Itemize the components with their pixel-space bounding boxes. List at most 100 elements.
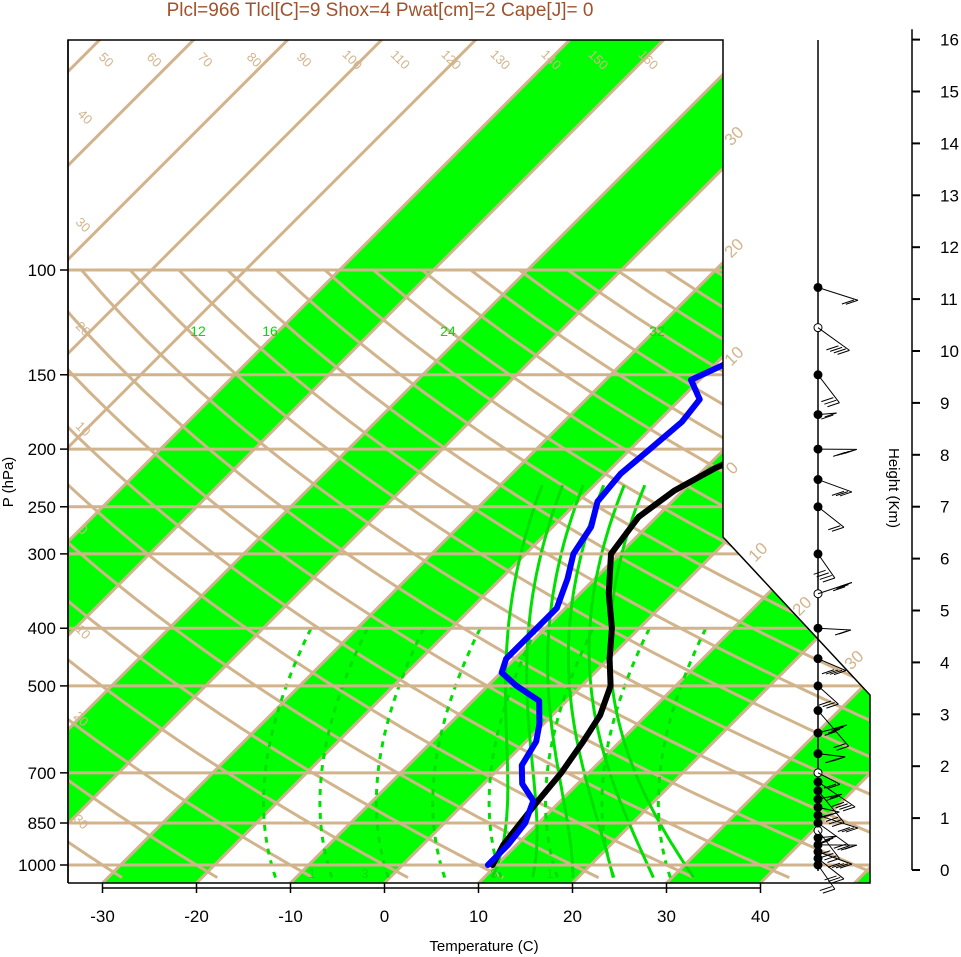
- wind-barb-feather: [831, 822, 845, 827]
- dry-adiabat: [68, 269, 314, 879]
- wind-barb-feather: [827, 862, 841, 868]
- isotherm-line: [68, 40, 252, 883]
- wind-barb-feather: [831, 801, 845, 807]
- wind-barb-feather: [829, 793, 842, 799]
- wind-barb-feather: [822, 577, 836, 583]
- wind-barb-feather: [813, 569, 826, 575]
- moist-adiabat: [546, 484, 585, 878]
- wind-barb-feather: [827, 728, 841, 734]
- wind-barb: [817, 287, 859, 301]
- wind-barb-feather: [825, 758, 838, 764]
- isotherm-label: 60: [144, 49, 165, 70]
- wind-barb-feather: [835, 491, 849, 497]
- wind-barb-feather: [845, 299, 859, 305]
- wind-barb-feather: [824, 835, 837, 841]
- wind-barb-feather: [832, 586, 846, 592]
- wind-barb-feather: [824, 875, 837, 881]
- mixing-ratio-label: 1: [546, 866, 553, 881]
- mixing-ratio-label: 24: [440, 323, 456, 339]
- wind-barb-feather: [819, 574, 832, 580]
- wind-barb-feather: [829, 669, 843, 675]
- wind-barb-feather: [842, 806, 856, 812]
- isotherm-label: 20: [721, 235, 748, 262]
- y-tick-label: 200: [28, 440, 56, 459]
- isotherm-line: [477, 40, 870, 883]
- height-tick-label: 7: [940, 498, 949, 517]
- wind-barb-feather: [827, 402, 840, 408]
- wind-barb-feather: [821, 837, 834, 843]
- isotherm-label: 10: [721, 343, 748, 370]
- wind-barb: [817, 790, 845, 823]
- y-tick-label: 250: [28, 498, 56, 517]
- dry-adiabat: [68, 269, 695, 879]
- wind-barb: [817, 835, 837, 839]
- mixing-ratio-line: [431, 627, 482, 879]
- mixing-ratio-label: 3: [361, 866, 368, 881]
- wind-barb-feather: [835, 863, 849, 869]
- mixing-ratio-line: [262, 627, 313, 879]
- wind-barb-feather: [840, 845, 854, 851]
- height-tick-label: 14: [940, 134, 959, 153]
- wind-barb-feather: [821, 669, 835, 675]
- wind-barb-feather: [816, 572, 829, 578]
- wind-barb-feather: [834, 724, 847, 730]
- mixing-ratio-label: 8: [490, 866, 497, 881]
- wind-barb-feather: [819, 886, 832, 892]
- height-tick-label: 16: [940, 31, 959, 50]
- wind-barb-feather: [821, 852, 834, 858]
- wind-barb: [817, 781, 856, 808]
- wind-barb: [817, 753, 846, 758]
- wind-barb-feather: [818, 700, 832, 706]
- wind-barb-feather: [831, 863, 845, 869]
- isotherm-band: [68, 40, 870, 883]
- dry-adiabat: [68, 269, 870, 879]
- wind-barb: [817, 851, 853, 865]
- wind-barb-feather: [825, 816, 839, 822]
- wind-barb: [817, 822, 850, 847]
- height-tick-label: 5: [940, 602, 949, 621]
- dry-adiabat: [68, 269, 409, 879]
- wind-barb-feather: [829, 346, 843, 352]
- x-tick-label: 0: [380, 907, 389, 926]
- wind-barb: [817, 814, 859, 829]
- dewpoint-line: [484, 279, 870, 868]
- wind-barb: [817, 772, 841, 785]
- wind-barb-feather: [824, 730, 837, 736]
- height-tick-label: 2: [940, 757, 949, 776]
- wind-barb-feather: [839, 491, 853, 497]
- wind-barb: [817, 685, 839, 705]
- wind-barb: [817, 864, 836, 890]
- wind-barb-feather: [837, 827, 851, 832]
- moist-adiabat: [587, 484, 655, 879]
- height-tick-label: 8: [940, 446, 949, 465]
- height-tick-label: 11: [940, 290, 958, 309]
- x-tick-label: 10: [469, 907, 488, 926]
- x-tick-label: 40: [751, 907, 770, 926]
- isotherm-label: 30: [721, 123, 748, 150]
- dry-adiabat: [68, 269, 790, 879]
- mixing-ratio-line: [318, 627, 369, 879]
- isotherm-line: [68, 40, 722, 883]
- wind-barb-feather: [833, 451, 846, 457]
- wind-barb-feather: [824, 399, 837, 405]
- dry-adiabat: [80, 269, 870, 879]
- wind-barb: [817, 479, 853, 493]
- wind-barb-feather: [841, 827, 855, 833]
- wind-barb-feather: [828, 876, 841, 882]
- isotherm-band: [478, 40, 870, 883]
- wind-profile: [813, 40, 859, 894]
- wind-barb-feather: [831, 878, 845, 884]
- wind-barb: [817, 327, 850, 351]
- wind-barb-feather: [823, 783, 837, 789]
- wind-barb: [817, 627, 852, 631]
- mixing-ratio-label: 12: [190, 323, 206, 339]
- wind-barb-feather: [821, 397, 834, 403]
- dry-adiabat: [323, 268, 870, 880]
- height-tick-label: 15: [940, 83, 959, 102]
- isotherm-label: 40: [75, 106, 96, 127]
- height-tick-label: 6: [940, 550, 949, 569]
- isotherm-line: [68, 40, 534, 883]
- wind-barb: [817, 710, 850, 747]
- wind-barb-feather: [831, 526, 845, 532]
- mixing-ratio-line: [656, 627, 708, 879]
